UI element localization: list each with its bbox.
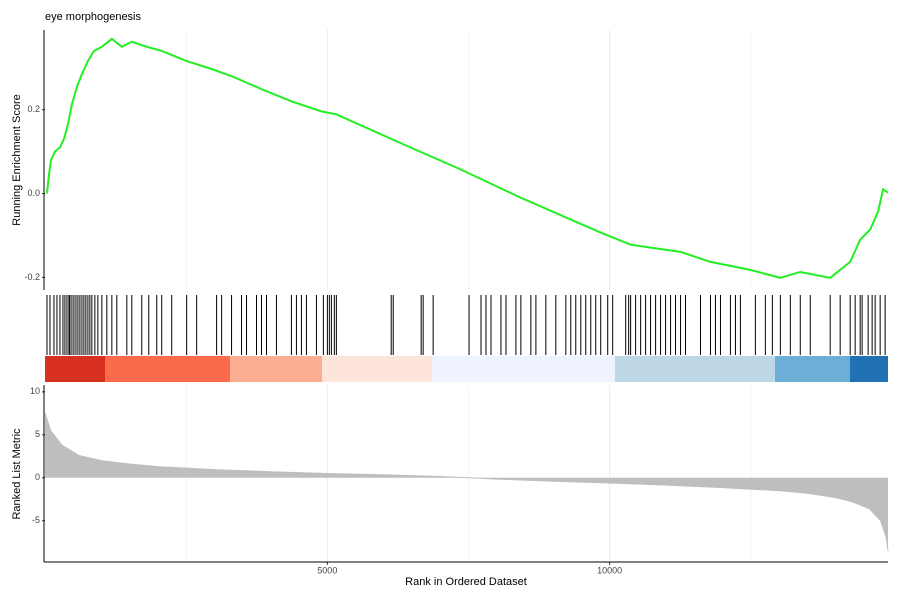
color-band [850,356,888,382]
score-line [45,37,889,279]
x-tick-label: 10000 [597,565,622,575]
y-tick-label: -0.2 [24,272,40,282]
y-axis-label: Ranked List Metric [11,428,23,520]
x-axis-label: Rank in Ordered Dataset [405,576,527,588]
color-band [322,356,432,382]
y-axis-label: Running Enrichment Score [11,94,23,225]
x-tick-label: 5000 [317,565,337,575]
y-tick-label: 0 [35,472,40,482]
color-band [230,356,322,382]
chart-title: eye morphogenesis [45,11,142,23]
color-bar [45,356,888,382]
area-fill [45,413,889,551]
area-line [44,413,889,551]
color-band [615,356,775,382]
y-tick-label: -5 [32,515,40,525]
y-tick-label: 0.0 [27,188,40,198]
color-band [775,356,850,382]
color-band [45,356,105,382]
color-band [105,356,230,382]
y-tick-label: 10 [30,386,40,396]
y-tick-label: 0.2 [27,104,40,114]
color-band [432,356,615,382]
y-tick-label: 5 [35,429,40,439]
